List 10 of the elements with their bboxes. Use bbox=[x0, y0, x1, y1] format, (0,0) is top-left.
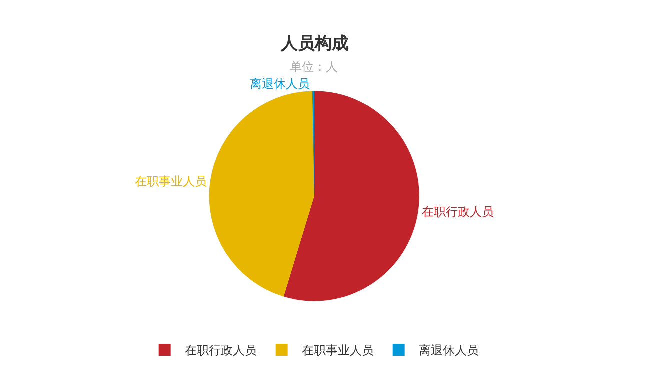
legend-label: 在职事业人员 bbox=[302, 344, 374, 358]
pie-slice bbox=[209, 91, 314, 297]
chart-title: 人员构成 bbox=[280, 34, 349, 54]
pie-slice bbox=[284, 91, 420, 302]
legend-label: 在职行政人员 bbox=[184, 344, 257, 358]
slice-label: 离退休人员 bbox=[250, 77, 310, 92]
slice-label: 在职行政人员 bbox=[422, 204, 494, 219]
legend-label: 离退休人员 bbox=[418, 344, 479, 358]
chart-subtitle: 单位：人 bbox=[290, 60, 338, 74]
slice-label: 在职事业人员 bbox=[134, 174, 207, 189]
